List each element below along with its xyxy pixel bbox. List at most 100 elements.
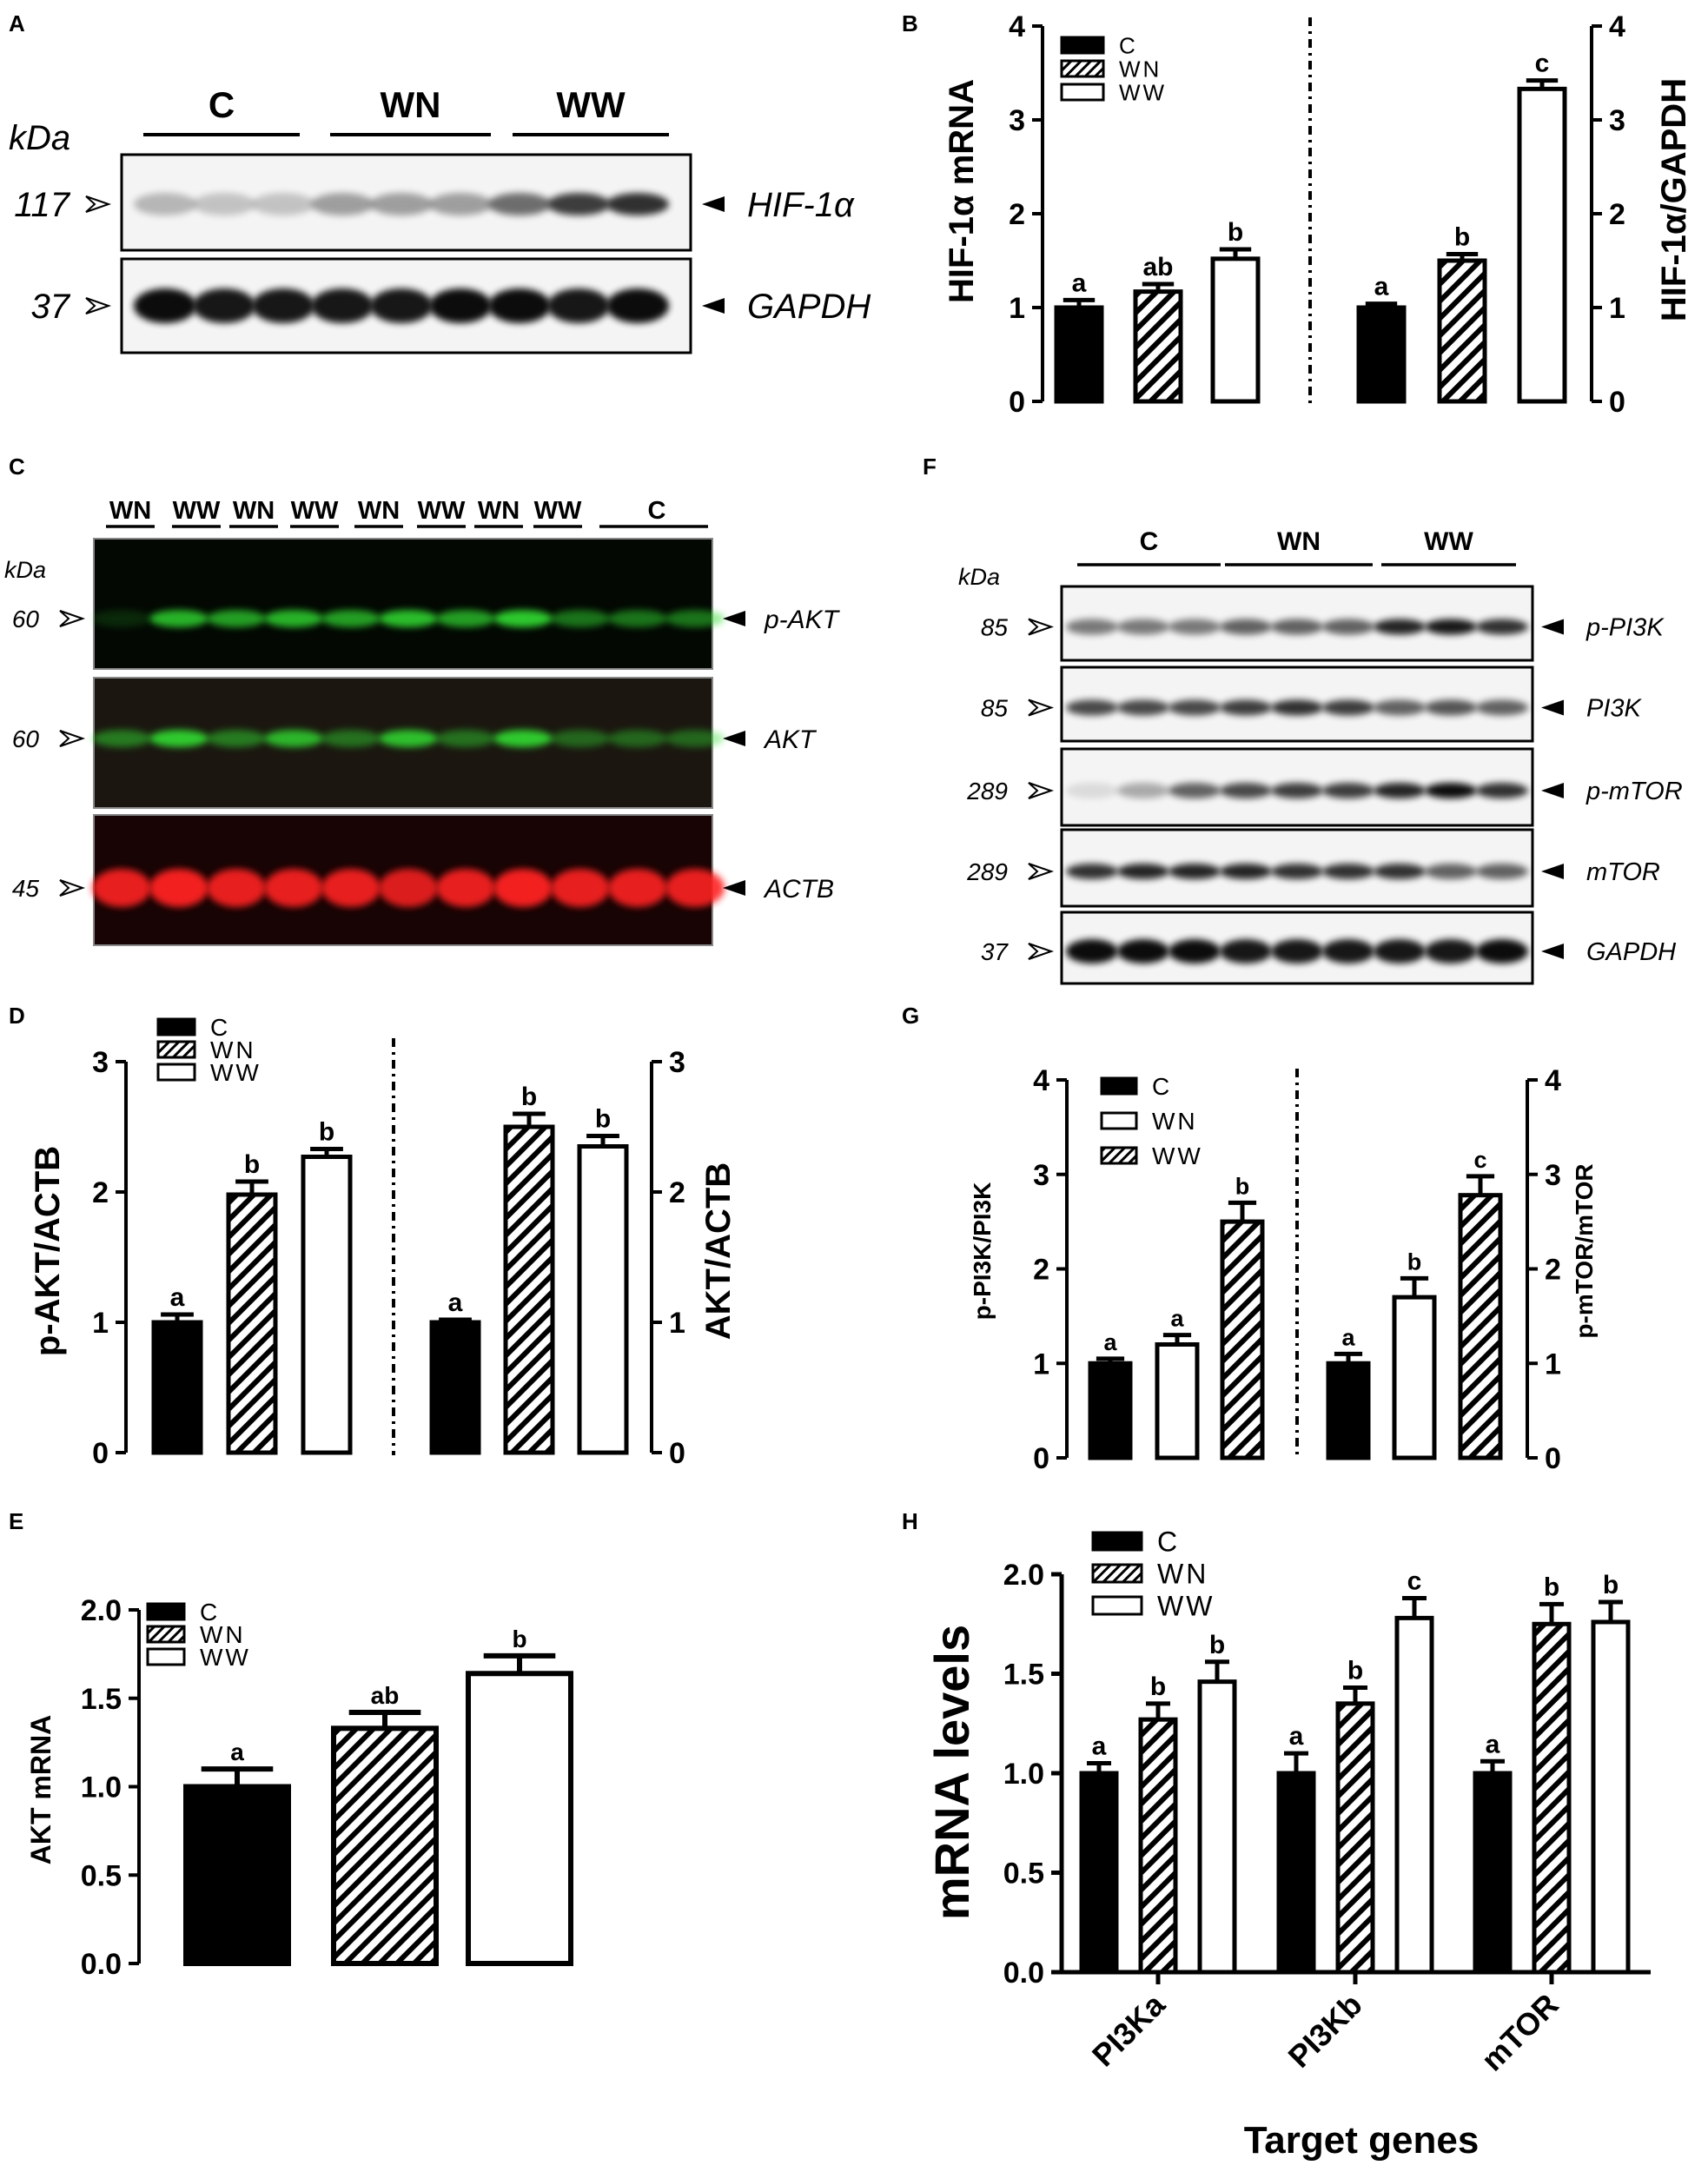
legend-swatch — [1100, 1111, 1138, 1130]
band-arrow-icon — [1541, 619, 1564, 635]
y-axis-label: AKT mRNA — [25, 1715, 56, 1864]
blot-band — [1271, 939, 1323, 963]
legend-swatch — [1091, 1595, 1143, 1616]
blot-band — [134, 193, 196, 215]
blot-band — [379, 869, 438, 907]
western-blot-a: kDa C WN WW 117 HIF-1α 37 GAPDH — [9, 84, 871, 354]
bar — [1210, 256, 1261, 404]
blot-band — [1425, 864, 1477, 879]
blot-band — [193, 193, 255, 215]
y-tick-label: 3 — [1545, 1159, 1561, 1192]
group-label: WW — [1424, 527, 1473, 556]
significance-letter: b — [319, 1118, 334, 1147]
blot-band — [608, 869, 667, 907]
blot-band — [321, 730, 381, 747]
blot-band — [264, 869, 323, 907]
bar — [1197, 1679, 1237, 1975]
legend-swatch — [1060, 83, 1105, 102]
band-label: PI3K — [1586, 695, 1643, 723]
blot-band — [665, 730, 725, 747]
bar — [1276, 1771, 1316, 1975]
blot-band — [1066, 939, 1118, 963]
bar — [503, 1124, 555, 1455]
legend-swatch — [1091, 1563, 1143, 1584]
blot-band — [1374, 783, 1426, 798]
y-axis-label: p-mTOR/mTOR — [1571, 1163, 1598, 1338]
group-label: WN — [1277, 527, 1321, 556]
legend-swatch — [146, 1625, 186, 1644]
significance-letter: a — [1092, 1732, 1107, 1761]
blot-strip — [93, 538, 713, 670]
blot-band — [1476, 939, 1528, 963]
group-label: C — [209, 84, 235, 125]
blot-band — [1374, 619, 1426, 635]
blot-band — [665, 610, 725, 627]
lane-label: WN — [109, 497, 151, 525]
blot-band — [321, 610, 381, 627]
blot-band — [493, 869, 553, 907]
legend-swatch — [1091, 1531, 1143, 1552]
band-label: p-PI3K — [1586, 614, 1665, 642]
blot-band — [1322, 939, 1374, 963]
blot-band — [1476, 864, 1528, 879]
blot-band — [1322, 699, 1374, 716]
blot-band — [1066, 783, 1118, 798]
blot-band — [547, 288, 610, 323]
bar — [1088, 1361, 1133, 1460]
x-tick-label: PI3Ka — [1085, 1986, 1172, 2073]
y-axis-label: HIF-1α mRNA — [943, 79, 981, 303]
blot-band — [92, 610, 151, 627]
significance-letter: b — [1544, 1573, 1559, 1601]
y-tick-label: 0.0 — [1003, 1957, 1044, 1990]
band-arrow-icon — [702, 298, 725, 314]
legend-label: WN — [1119, 56, 1162, 82]
y-tick-label: 0 — [1009, 386, 1025, 419]
bar — [301, 1155, 353, 1455]
blot-band — [1271, 699, 1323, 716]
y-axis-label: p-AKT/ACTB — [29, 1146, 67, 1356]
blot-band — [1220, 619, 1272, 635]
blot-band — [547, 193, 610, 215]
band-label: AKT — [763, 725, 818, 754]
bar — [1138, 1717, 1178, 1975]
significance-letter: b — [1454, 222, 1470, 251]
y-tick-label: 1.0 — [1003, 1758, 1044, 1791]
y-tick-label: 0 — [1033, 1442, 1049, 1475]
panel-letter-b: B — [902, 10, 918, 36]
legend-label: WN — [210, 1036, 256, 1063]
kda-marker-value: 85 — [981, 614, 1009, 641]
blot-band — [252, 193, 314, 215]
y-tick-label: 4 — [1545, 1064, 1561, 1097]
y-tick-label: 4 — [1033, 1064, 1049, 1097]
blot-band — [606, 193, 669, 215]
blot-band — [1117, 939, 1169, 963]
kda-arrow-icon — [85, 297, 112, 315]
blot-band — [252, 288, 314, 323]
blot-band — [1220, 783, 1272, 798]
kda-marker-value: 117 — [14, 186, 71, 224]
legend-label: WW — [200, 1644, 251, 1671]
bar — [1394, 1615, 1434, 1975]
y-axis-label: AKT/ACTB — [699, 1162, 738, 1340]
blot-band — [193, 288, 255, 323]
blot-band — [606, 288, 669, 323]
y-tick-label: 2 — [92, 1176, 109, 1209]
y-tick-label: 4 — [1609, 10, 1625, 43]
lane-label: WW — [418, 497, 466, 525]
lane-label: WW — [291, 497, 339, 525]
bar — [1356, 305, 1407, 404]
significance-letter: b — [244, 1150, 260, 1179]
kda-marker-value: 60 — [12, 606, 40, 632]
y-tick-label: 2.0 — [1003, 1559, 1044, 1592]
kda-marker-value: 37 — [31, 288, 71, 326]
blot-band — [1066, 699, 1118, 716]
legend-label: WW — [210, 1059, 261, 1086]
blot-band — [1168, 783, 1221, 798]
y-tick-label: 0 — [1609, 386, 1625, 419]
legend-swatch — [156, 1040, 196, 1059]
y-tick-label: 0 — [92, 1437, 109, 1470]
kda-arrow-icon — [1028, 782, 1055, 799]
significance-letter: b — [1209, 1631, 1225, 1659]
